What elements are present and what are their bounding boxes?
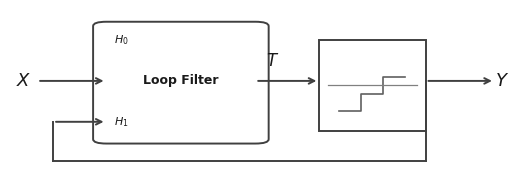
Bar: [319, 40, 426, 130]
Text: $H_1$: $H_1$: [114, 115, 129, 129]
Text: $X$: $X$: [16, 72, 31, 90]
FancyBboxPatch shape: [93, 22, 269, 144]
Text: Loop Filter: Loop Filter: [143, 74, 219, 87]
Text: $T$: $T$: [266, 52, 279, 70]
Text: $Y$: $Y$: [495, 72, 509, 90]
Text: $H_0$: $H_0$: [114, 33, 129, 47]
